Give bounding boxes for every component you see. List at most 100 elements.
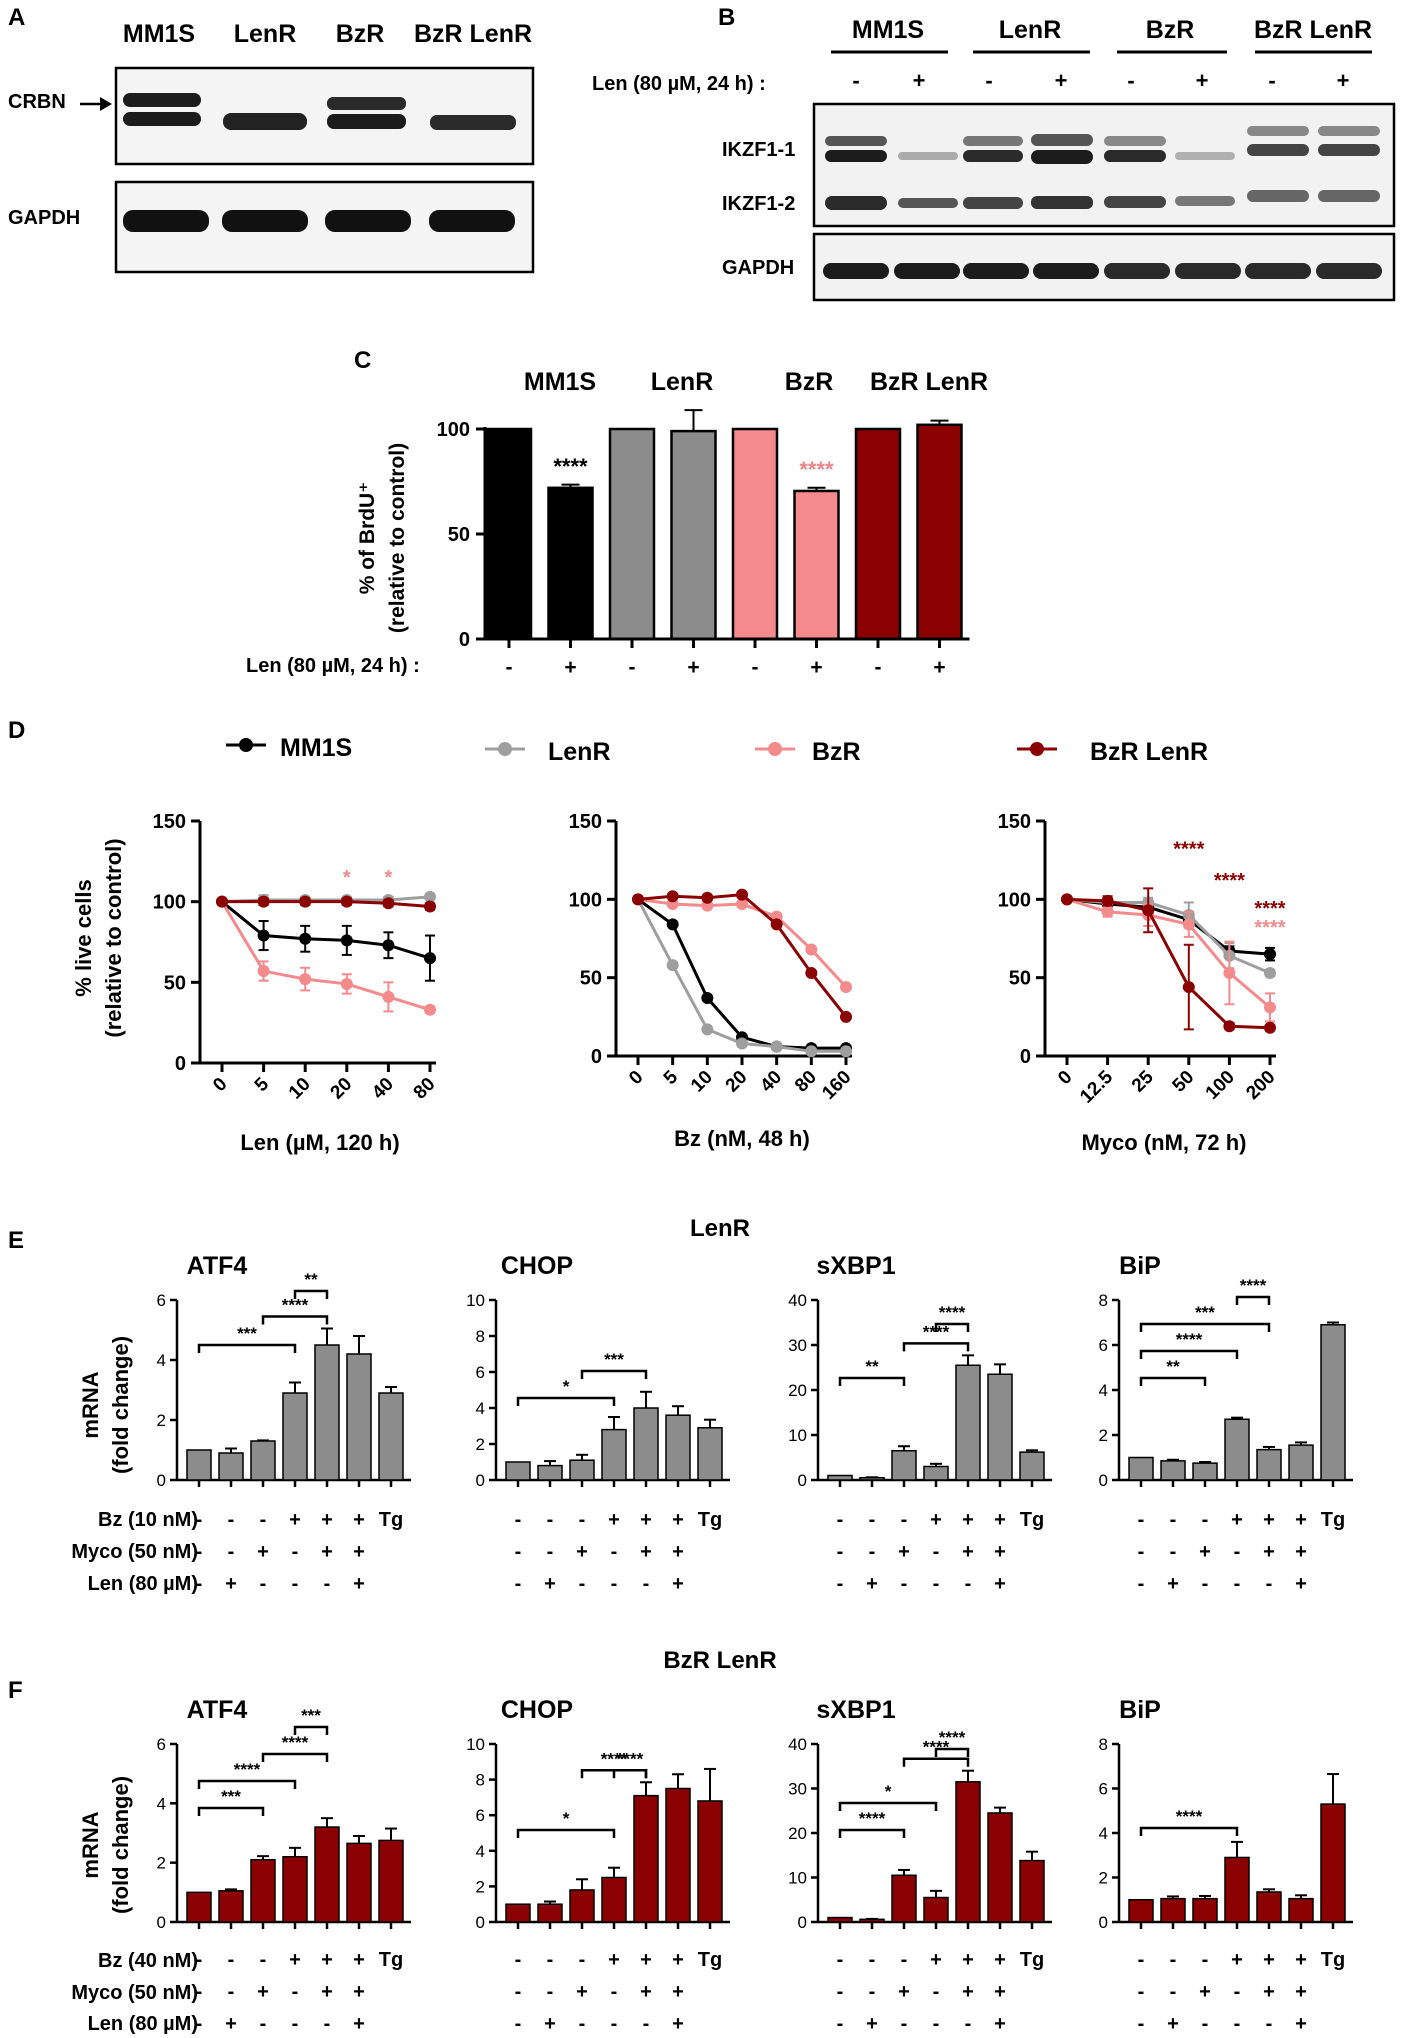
x-tick-label: 100 (1202, 1067, 1239, 1104)
y-tick-label: 50 (164, 972, 186, 994)
bar (601, 1428, 627, 1481)
bar (793, 489, 840, 641)
significance-stars: **** (939, 1728, 966, 1747)
x-tick-label: 5 (660, 1066, 683, 1089)
y-tick-label: 10 (466, 1735, 485, 1754)
significance-stars: **** (282, 1733, 309, 1752)
blot-a-gapdh-bands (123, 210, 515, 232)
data-point (424, 1003, 436, 1016)
treatment-sign: + (1263, 1949, 1275, 1971)
series-line (1066, 897, 1271, 975)
y-tick-label: 2 (157, 1411, 166, 1430)
significance-stars: **** (234, 1760, 261, 1779)
blot-a-crbn-bands (123, 93, 516, 130)
x-tick-label: 20 (327, 1074, 357, 1104)
bar (665, 1414, 691, 1481)
y-tick-label: 0 (1099, 1471, 1108, 1490)
chart-title: ATF4 (187, 1252, 248, 1280)
treatment-sign: + (1055, 68, 1068, 93)
legend-bzr: BzR (755, 738, 861, 766)
blot-b-group-label: LenR (999, 16, 1062, 44)
treatment-sign: + (1295, 1573, 1307, 1595)
data-point (340, 977, 353, 990)
bar (1192, 1462, 1218, 1481)
bar (505, 1461, 531, 1481)
chart-title: BiP (1119, 1252, 1161, 1280)
panel-c-group-label: MM1S (524, 368, 596, 396)
bar (1256, 1891, 1282, 1923)
significance-stars: * (343, 867, 351, 889)
bar (891, 1874, 917, 1923)
significance-bracket (516, 1396, 616, 1406)
treatment-sign: + (994, 1573, 1006, 1595)
significance-stars: **** (282, 1296, 309, 1315)
treatment-sign: + (672, 1573, 684, 1595)
bar (1128, 1899, 1154, 1923)
treatment-sign: - (515, 1509, 522, 1531)
treatment-sign: + (321, 1949, 333, 1971)
bar (987, 1373, 1013, 1481)
blot-b-ikzf1-1-label: IKZF1-1 (722, 139, 795, 161)
panel-c-group-label: BzR LenR (870, 368, 988, 396)
y-tick-label: 4 (157, 1794, 166, 1813)
data-point (632, 893, 644, 906)
y-tick-label: 4 (1099, 1381, 1108, 1400)
treatment-sign: + (257, 1541, 269, 1563)
x-tick-label: 40 (756, 1067, 786, 1097)
bar (633, 1794, 659, 1923)
y-tick-label: 2 (157, 1854, 166, 1873)
x-tick-label: 80 (410, 1074, 440, 1104)
treatment-sign: + (353, 1949, 365, 1971)
significance-stars: **** (1176, 1807, 1203, 1826)
bar (250, 1440, 276, 1481)
data-point (382, 990, 395, 1003)
y-tick-label: 10 (788, 1426, 807, 1445)
treatment-sign: + (994, 1949, 1006, 1971)
blot-b-ikzf1-2-label: IKZF1-2 (722, 193, 795, 215)
treatment-sign: - (1202, 1949, 1209, 1971)
treatment-sign: - (1266, 1573, 1273, 1595)
x-tick-label: 0 (209, 1074, 231, 1096)
y-tick-label: 0 (157, 1913, 166, 1932)
y-tick-label: 40 (788, 1291, 807, 1310)
bar (485, 427, 533, 641)
treatment-sign: - (292, 1541, 299, 1563)
y-tick-label: 100 (437, 419, 470, 441)
treatment-sign: - (1234, 1573, 1241, 1595)
data-point (257, 929, 270, 942)
data-point (666, 959, 679, 972)
x-tick-label: 0 (625, 1067, 647, 1089)
significance-stars: **** (601, 1749, 628, 1768)
treatment-sign: + (1196, 68, 1209, 93)
panel-c-group-label: LenR (651, 368, 714, 396)
x-tick-label: 10 (285, 1074, 315, 1104)
data-point (736, 888, 748, 901)
significance-bracket (902, 1342, 970, 1352)
treatment-sign: - (1170, 1509, 1177, 1531)
treatment-sign: - (579, 2013, 586, 2035)
treatment-sign: + (1295, 1509, 1307, 1531)
data-point (840, 1045, 852, 1058)
bar (250, 1858, 276, 1923)
treatment-sign: + (1337, 68, 1350, 93)
significance-stars: **** (1254, 917, 1285, 939)
panel-d-legend: MM1S LenR BzR BzR LenR (226, 734, 1208, 766)
bar (854, 427, 902, 641)
significance-bracket (612, 1769, 648, 1779)
chart-title: sXBP1 (816, 1696, 895, 1724)
data-point (701, 891, 714, 904)
y-tick-label: 2 (476, 1877, 485, 1896)
treatment-sign: + (353, 2013, 365, 2035)
significance-bracket (1139, 1826, 1239, 1836)
bar (697, 1427, 723, 1481)
bar (1320, 1803, 1346, 1923)
significance-bracket (934, 1322, 970, 1332)
treatment-sign: + (608, 1509, 620, 1531)
data-point (1142, 904, 1155, 917)
legend-lenr: LenR (485, 738, 611, 766)
treatment-sign: - (837, 1541, 844, 1563)
significance-bracket (197, 1343, 297, 1353)
treatment-sign: + (1231, 1949, 1243, 1971)
